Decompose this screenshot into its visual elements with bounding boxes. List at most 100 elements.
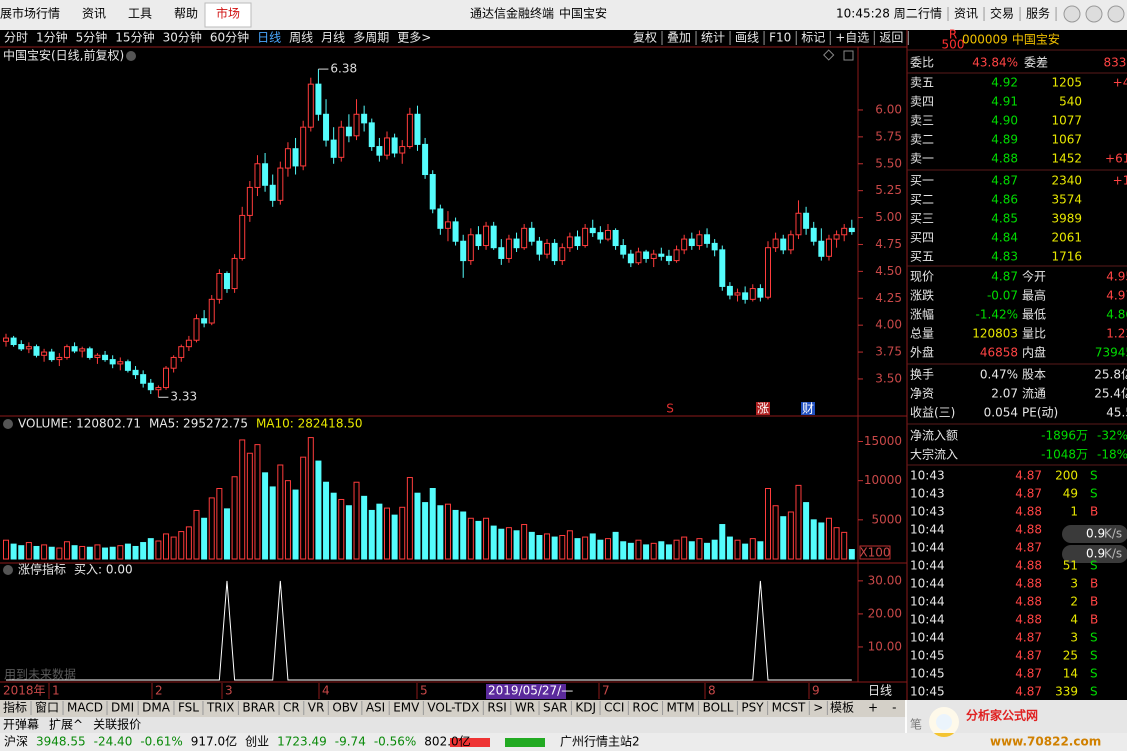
indicator-tab[interactable]: OBV (332, 701, 358, 715)
tool-button[interactable]: 标记 (801, 31, 825, 45)
sub-tab[interactable]: 扩展^ (49, 718, 83, 732)
indicator-tab[interactable]: ROC (632, 701, 658, 715)
candle-body (604, 229, 611, 240)
indicator-tab[interactable]: ASI (366, 701, 385, 715)
indicator-tab[interactable]: KDJ (575, 701, 596, 715)
indicator-tab[interactable]: CCI (604, 701, 624, 715)
menu-item[interactable]: 市场 (216, 6, 240, 21)
indicator-tab[interactable]: RSI (487, 701, 507, 715)
candle-body (696, 234, 703, 247)
period-tab[interactable]: 5分钟 (76, 30, 108, 45)
template-button[interactable]: + (868, 701, 878, 715)
template-button[interactable]: - (892, 701, 896, 715)
candle-body (284, 148, 291, 169)
indicator-tab[interactable]: SAR (543, 701, 567, 715)
trade-side: B (1090, 577, 1098, 591)
pane-menu-icon[interactable] (126, 51, 136, 61)
indicator-tab[interactable]: EMV (393, 701, 420, 715)
indicator-tab[interactable]: 指标 (3, 700, 27, 715)
tool-button[interactable]: 画线 (735, 31, 759, 45)
indicator-tab[interactable]: WR (515, 701, 535, 715)
tool-button[interactable]: 统计 (701, 31, 725, 45)
trade-volume: 14 (1063, 667, 1078, 681)
candle-body (262, 163, 269, 186)
menu-button[interactable]: 服务 (1026, 6, 1050, 21)
indicator-tab[interactable]: > (813, 701, 823, 715)
sub-tab[interactable]: 关联报价 (93, 717, 141, 732)
close-button[interactable] (1107, 5, 1125, 23)
volume-bar (178, 531, 185, 560)
event-marker[interactable]: 财 (802, 402, 814, 416)
menu-button[interactable]: 行情 (918, 7, 942, 21)
volume-bar (551, 536, 558, 560)
book-volume: 3574 (1051, 193, 1082, 207)
book-label: 买一 (910, 174, 934, 188)
candle-body (833, 234, 840, 240)
indicator-tab[interactable]: DMA (142, 701, 171, 715)
template-button[interactable]: 模板 (830, 701, 854, 715)
sub-tab[interactable]: 开弹幕 (3, 718, 39, 732)
menu-item[interactable]: 帮助 (174, 7, 198, 21)
period-tab[interactable]: 1分钟 (36, 30, 68, 45)
minimize-button[interactable] (1063, 5, 1081, 23)
indicator-tab[interactable]: DMI (111, 701, 134, 715)
stat-label: 量比 (1022, 327, 1046, 341)
period-tab[interactable]: 多周期 (353, 31, 389, 45)
x-axis-label: 8 (708, 684, 716, 698)
stat-label: 最低 (1022, 308, 1046, 322)
maximize-button[interactable] (1085, 5, 1103, 23)
status-item: -0.56% (374, 735, 416, 749)
indicator-tab[interactable]: 窗口 (35, 701, 59, 715)
tool-button[interactable]: +自选 (835, 31, 869, 45)
volume-bar (353, 481, 360, 560)
menu-button[interactable]: 交易 (990, 6, 1014, 21)
indicator-tab[interactable]: VR (308, 701, 325, 715)
period-tab[interactable]: 日线 (257, 31, 281, 45)
period-tab[interactable]: 周线 (289, 31, 313, 45)
candle-body (79, 348, 86, 352)
indicator-tab[interactable]: MTM (667, 701, 695, 715)
menu-button[interactable]: 资讯 (954, 7, 978, 21)
menu-item[interactable]: 展市场行情 (0, 6, 60, 21)
indicator-tab[interactable]: FSL (178, 701, 199, 715)
square-icon[interactable] (843, 50, 854, 61)
indicator-tab[interactable]: VOL-TDX (427, 701, 479, 715)
menu-item[interactable]: 资讯 (82, 7, 106, 21)
diamond-icon[interactable] (823, 49, 835, 61)
tool-button[interactable]: 复权 (633, 31, 657, 45)
pane-menu-icon[interactable] (3, 419, 13, 429)
tool-button[interactable]: 返回 (879, 31, 903, 45)
pane-menu-icon[interactable] (3, 565, 13, 575)
indicator-tab[interactable]: MACD (67, 701, 103, 715)
period-tab[interactable]: 15分钟 (115, 30, 154, 45)
period-tab[interactable]: 更多> (397, 31, 431, 45)
volume-bar (185, 526, 192, 560)
volume-bar (71, 545, 78, 560)
candle-body (25, 346, 32, 350)
trade-time: 10:43 (910, 469, 945, 483)
candle-body (620, 245, 627, 255)
event-marker[interactable]: S (666, 402, 674, 416)
book-price: 4.87 (991, 174, 1018, 188)
indicator-tab[interactable]: CR (283, 701, 300, 715)
indicator-tab[interactable]: BRAR (242, 701, 275, 715)
indicator-tab[interactable]: TRIX (206, 701, 234, 715)
candle-body (163, 367, 170, 389)
book-price: 4.83 (991, 250, 1018, 264)
tool-button[interactable]: 叠加 (667, 31, 691, 45)
trade-price: 4.88 (1015, 523, 1042, 537)
candle-body (414, 113, 421, 145)
period-tab[interactable]: 分时 (4, 31, 28, 45)
tool-button[interactable]: F10 (769, 31, 791, 45)
indicator-tab[interactable]: PSY (741, 701, 764, 715)
candle-body (635, 251, 642, 264)
event-marker[interactable]: 涨 (757, 401, 769, 416)
indicator-tab[interactable]: MCST (772, 701, 806, 715)
menu-item[interactable]: 工具 (128, 7, 152, 21)
indicator-tab[interactable]: BOLL (703, 701, 734, 715)
period-tab[interactable]: 60分钟 (210, 30, 249, 45)
period-tab[interactable]: 30分钟 (163, 30, 202, 45)
volume-bar (330, 492, 337, 560)
marker-bg (756, 402, 770, 415)
period-tab[interactable]: 月线 (321, 31, 345, 45)
